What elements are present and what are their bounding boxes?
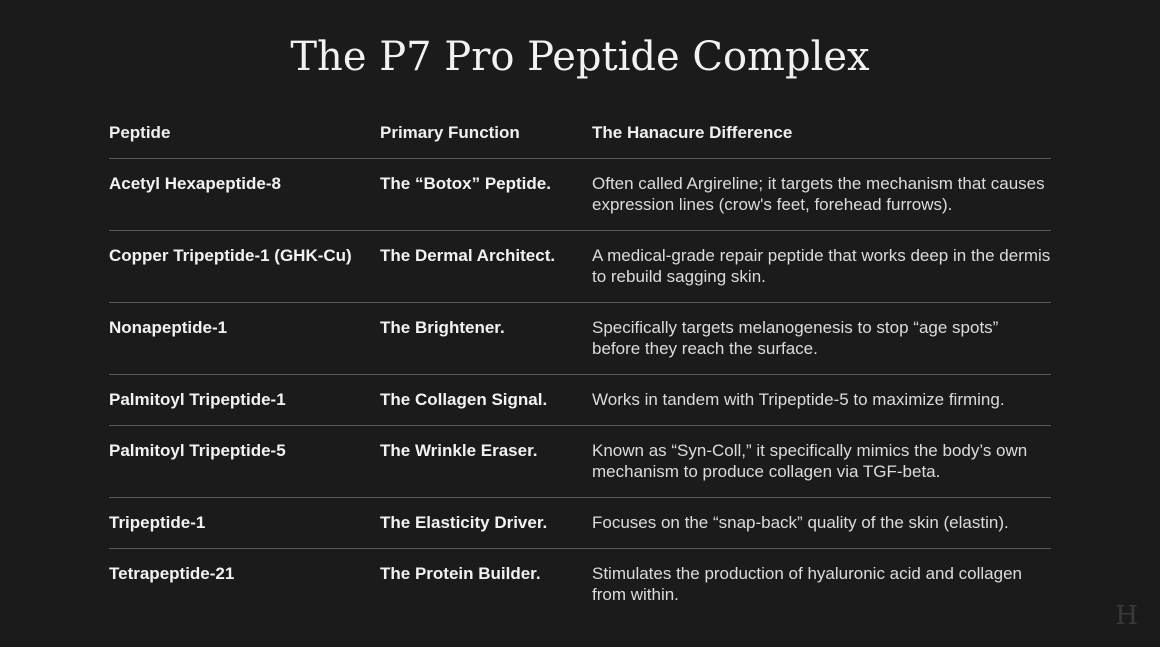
difference-cell: Known as “Syn-Coll,” it specifically mim…	[592, 441, 1028, 481]
table-row: Nonapeptide-1 The Brightener. Specifically…	[109, 303, 1051, 375]
peptide-cell: Copper Tripeptide-1 (GHK-Cu)	[109, 246, 352, 265]
table-row: Palmitoyl Tripeptide-5 The Wrinkle Eraser…	[109, 426, 1051, 498]
brand-logo: H	[1115, 601, 1138, 631]
header-peptide: Peptide	[109, 123, 171, 142]
peptide-cell: Palmitoyl Tripeptide-5	[109, 441, 286, 460]
function-cell: The “Botox” Peptide.	[380, 174, 551, 193]
peptide-cell: Nonapeptide-1	[109, 318, 228, 337]
peptide-cell: Tetrapeptide-21	[109, 564, 235, 583]
table-row: Acetyl Hexapeptide-8 The “Botox” Peptide.…	[109, 159, 1051, 231]
difference-cell: Stimulates the production of hyaluronic …	[592, 564, 1022, 604]
table-row: Tripeptide-1 The Elasticity Driver. Focuse…	[109, 498, 1051, 549]
difference-cell: Works in tandem with Tripeptide-5 to max…	[592, 390, 1005, 409]
difference-cell: Specifically targets melanogenesis to st…	[592, 318, 999, 358]
peptide-cell: Acetyl Hexapeptide-8	[109, 174, 281, 193]
page-title: The P7 Pro Peptide Complex	[290, 34, 870, 80]
table-header: Peptide Primary Function The Hanacure Di…	[109, 120, 1051, 159]
difference-cell: A medical-grade repair peptide that work…	[592, 246, 1051, 286]
table-row: Copper Tripeptide-1 (GHK-Cu) The Dermal A…	[109, 231, 1051, 303]
peptide-cell: Palmitoyl Tripeptide-1	[109, 390, 286, 409]
table-row: Tetrapeptide-21 The Protein Builder. Stimu…	[109, 549, 1051, 620]
table-row: Palmitoyl Tripeptide-1 The Collagen Signa…	[109, 375, 1051, 426]
peptide-table: Peptide Primary Function The Hanacure Di…	[109, 120, 1051, 620]
difference-cell: Often called Argireline; it targets the …	[592, 174, 1045, 214]
peptide-cell: Tripeptide-1	[109, 513, 206, 532]
function-cell: The Protein Builder.	[380, 564, 541, 583]
header-difference: The Hanacure Difference	[592, 123, 793, 142]
function-cell: The Brightener.	[380, 318, 505, 337]
function-cell: The Elasticity Driver.	[380, 513, 548, 532]
difference-cell: Focuses on the “snap-back” quality of th…	[592, 513, 1009, 532]
function-cell: The Wrinkle Eraser.	[380, 441, 538, 460]
function-cell: The Dermal Architect.	[380, 246, 556, 265]
header-primary-function: Primary Function	[380, 123, 520, 142]
function-cell: The Collagen Signal.	[380, 390, 548, 409]
